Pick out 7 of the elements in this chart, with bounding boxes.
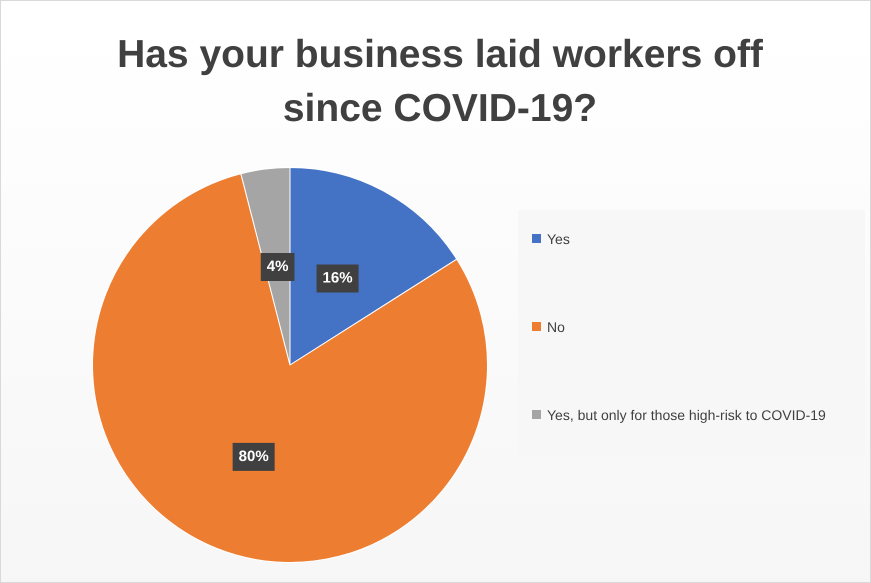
data-label: 16% xyxy=(322,270,353,287)
legend-label: Yes xyxy=(547,230,570,249)
chart-title: Has your business laid workers off since COVID-19? xyxy=(116,32,764,132)
legend-label: No xyxy=(547,318,565,337)
data-label: 4% xyxy=(266,258,288,276)
data-label: 80% xyxy=(238,448,269,465)
legend-label: Yes, but only for those high-risk to COVID-19 xyxy=(547,406,826,425)
